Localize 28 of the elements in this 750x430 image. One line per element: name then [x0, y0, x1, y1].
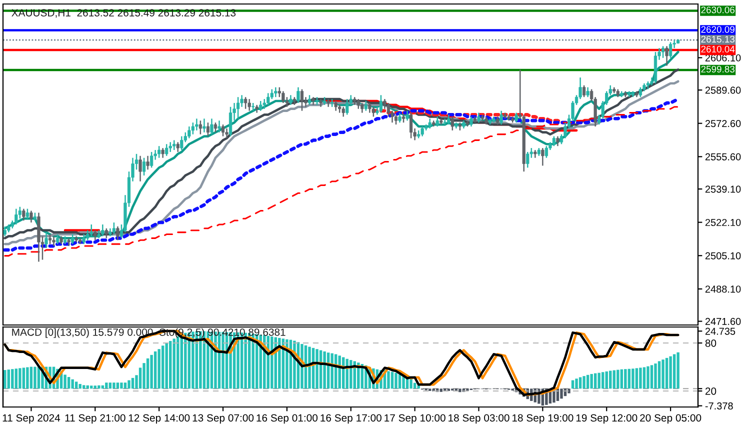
y2-tick-label: 80 [705, 340, 716, 347]
x-tick-label: 11 Sep 21:00 [65, 414, 126, 424]
y2-tick-label: 20 [705, 388, 716, 395]
x-tick-label: 13 Sep 07:00 [192, 414, 254, 424]
y-tick-label: 2539.10 [705, 186, 741, 193]
ref-line-label: 2630.06 [701, 6, 735, 14]
ref-line-label: 2615.13 [701, 36, 735, 43]
y-tick-label: 2522.10 [705, 218, 741, 226]
x-tick-label: 16 Sep 17:00 [320, 414, 382, 424]
x-tick-label: 16 Sep 01:00 [256, 414, 318, 424]
y-tick-label: 2555.60 [705, 153, 741, 160]
x-tick-label: 12 Sep 14:00 [128, 414, 190, 424]
y-tick-label: 24.735 [705, 328, 736, 335]
y-tick-label: 2471.60 [705, 318, 741, 325]
y-tick-label: 2488.10 [705, 286, 741, 293]
x-tick-label: 18 Sep 03:00 [448, 414, 510, 424]
ref-line-label: 2610.04 [701, 46, 735, 53]
y-tick-label: 2572.60 [705, 120, 741, 128]
y-tick-label: 2589.60 [705, 86, 741, 94]
x-tick-label: 17 Sep 10:00 [384, 414, 446, 424]
y-tick-label: 2505.10 [705, 252, 741, 260]
ref-line-label: 2599.83 [701, 66, 735, 73]
x-tick-label: 19 Sep 12:00 [576, 414, 638, 424]
x-tick-label: 20 Sep 05:00 [640, 414, 702, 424]
x-tick-label: 11 Sep 2024 [2, 414, 60, 424]
x-tick-label: 18 Sep 19:00 [512, 414, 574, 424]
y-tick-label: -7.378 [705, 402, 733, 410]
ref-line-label: 2620.09 [701, 26, 734, 33]
